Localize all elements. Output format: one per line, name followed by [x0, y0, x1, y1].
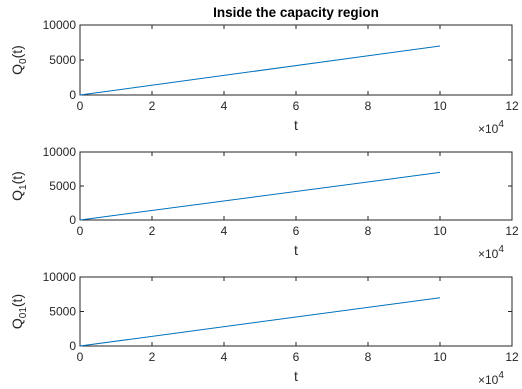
x-multiplier: ×104 — [478, 244, 504, 261]
axes-box — [79, 151, 513, 221]
x-tick-label: 12 — [505, 224, 519, 238]
series-line — [79, 171, 441, 221]
x-multiplier: ×104 — [478, 119, 504, 136]
x-tick-label: 8 — [365, 99, 372, 113]
x-tick-label: 4 — [221, 224, 228, 238]
axes-box — [79, 276, 513, 347]
x-tick-label: 12 — [505, 99, 519, 113]
x-multiplier: ×104 — [478, 370, 504, 387]
x-tick-label: 8 — [365, 224, 372, 238]
y-tick-label: 5000 — [49, 305, 76, 319]
x-tick-label: 4 — [221, 350, 228, 364]
x-tick-label: 2 — [149, 350, 156, 364]
x-tick-label: 0 — [77, 350, 84, 364]
y-tick-label: 0 — [69, 213, 76, 227]
subplot-3: 0 2 4 6 8 10 12 0 5000 10000 t ×104 Q01(t) — [9, 270, 519, 387]
y-tick-label: 5000 — [49, 53, 76, 67]
x-axis-label: t — [294, 242, 298, 258]
x-tick-label: 2 — [149, 224, 156, 238]
x-tick-label: 10 — [433, 350, 447, 364]
subplot-2: 0 2 4 6 8 10 12 0 5000 10000 t ×104 Q1(t) — [9, 145, 519, 261]
series-line — [79, 297, 441, 347]
subplot-1: 0 2 4 6 8 10 12 0 5000 10000 t ×104 Q0(t) — [9, 18, 519, 136]
y-axis-label: Q01(t) — [9, 294, 29, 329]
y-tick-label: 0 — [69, 88, 76, 102]
series-line — [79, 45, 441, 96]
x-tick-label: 2 — [149, 99, 156, 113]
x-axis-label: t — [294, 117, 298, 133]
x-tick-label: 6 — [293, 224, 300, 238]
y-tick-label: 0 — [69, 339, 76, 353]
x-tick-label: 10 — [433, 224, 447, 238]
x-tick-label: 0 — [77, 224, 84, 238]
x-tick-label: 4 — [221, 99, 228, 113]
x-tick-label: 10 — [433, 99, 447, 113]
subplot-panels: 0 2 4 6 8 10 12 0 5000 10000 t ×104 Q0(t) 0 2 4 6 8 10 12 0 5… — [9, 18, 519, 387]
y-tick-label: 5000 — [49, 179, 76, 193]
x-tick-label: 0 — [77, 99, 84, 113]
y-axis-label: Q1(t) — [9, 171, 29, 201]
x-tick-label: 6 — [293, 350, 300, 364]
y-tick-label: 10000 — [43, 145, 77, 159]
y-tick-label: 10000 — [43, 270, 77, 284]
x-axis-label: t — [294, 368, 298, 384]
x-tick-label: 6 — [293, 99, 300, 113]
x-tick-label: 12 — [505, 350, 519, 364]
axes-box — [79, 24, 513, 96]
figure-title: Inside the capacity region — [213, 5, 379, 20]
y-tick-label: 10000 — [43, 18, 77, 32]
x-tick-label: 8 — [365, 350, 372, 364]
y-axis-label: Q0(t) — [9, 45, 29, 75]
